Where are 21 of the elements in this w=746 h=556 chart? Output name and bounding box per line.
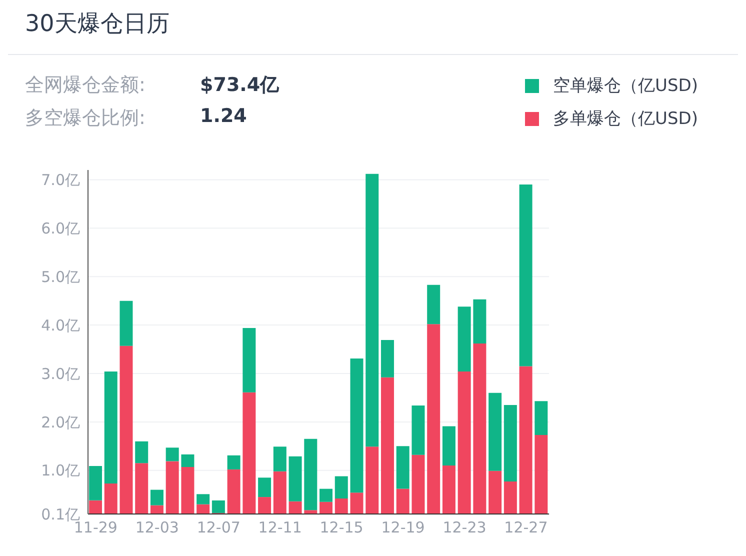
y-tick-label: 2.0亿 bbox=[41, 413, 80, 432]
text: 多空爆仓比例: bbox=[25, 106, 146, 131]
x-tick-label: 12-19 bbox=[381, 518, 425, 537]
x-tick-label: 12-11 bbox=[258, 518, 302, 537]
x-tick-label: 12-23 bbox=[442, 518, 486, 537]
x-tick-label: 12-27 bbox=[504, 518, 548, 537]
y-tick-label: 4.0亿 bbox=[41, 316, 80, 334]
legend-label: 空单爆仓（亿USD) bbox=[552, 75, 698, 97]
text: $73.4亿 bbox=[200, 73, 280, 98]
text: 全网爆仓金额: bbox=[25, 73, 146, 98]
chart-title: 30天爆仓日历 bbox=[25, 10, 170, 39]
legend-label: 多单爆仓（亿USD) bbox=[552, 108, 698, 130]
x-tick-label: 12-03 bbox=[135, 518, 179, 537]
y-tick-label: 5.0亿 bbox=[41, 268, 80, 286]
x-tick-label: 12-07 bbox=[196, 518, 240, 537]
y-tick-label: 7.0亿 bbox=[41, 171, 80, 190]
y-tick-label: 3.0亿 bbox=[41, 364, 80, 383]
y-tick-label: 6.0亿 bbox=[41, 219, 80, 238]
y-tick-label: 1.0亿 bbox=[41, 462, 80, 480]
x-tick-label: 12-15 bbox=[320, 518, 364, 537]
text: 1.24 bbox=[200, 105, 247, 127]
